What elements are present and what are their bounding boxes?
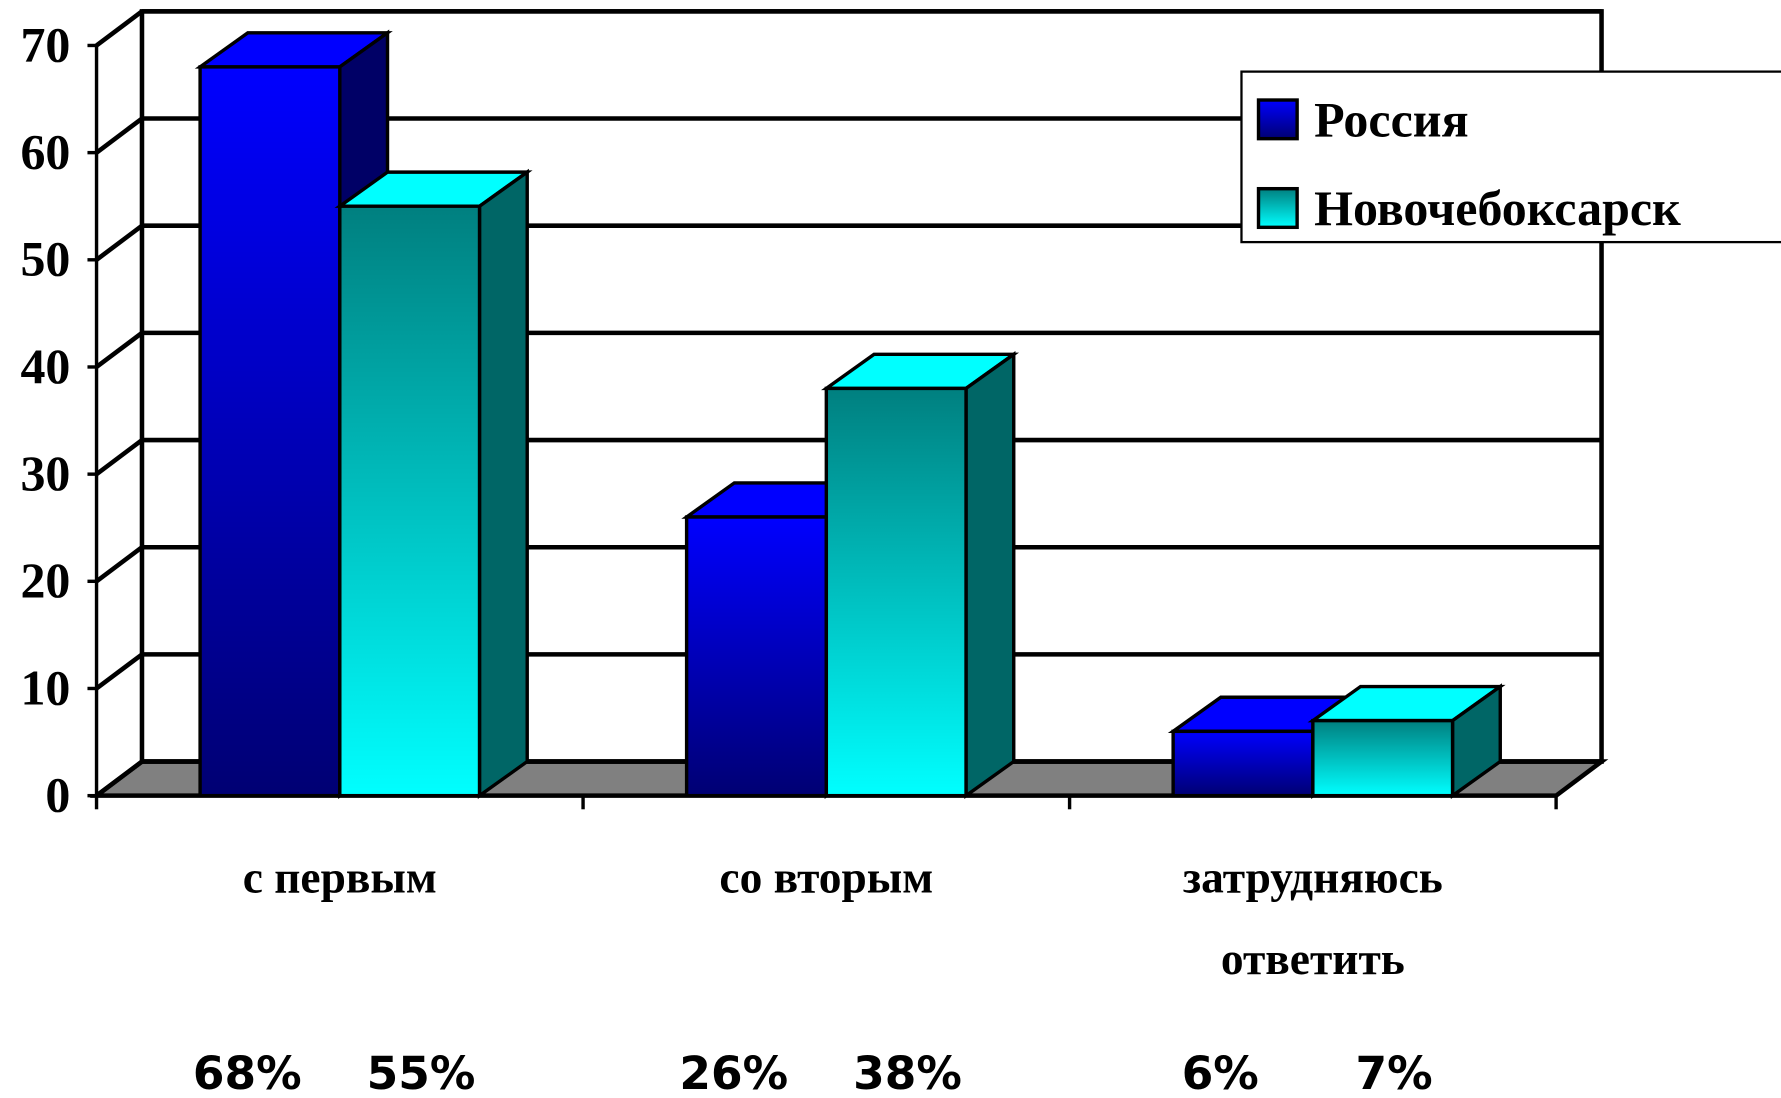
value-label: 55% bbox=[367, 1047, 476, 1098]
value-label: 26% bbox=[679, 1047, 788, 1098]
bar-shade bbox=[1311, 718, 1455, 798]
bar-shade bbox=[198, 65, 342, 798]
y-tick-label: 70 bbox=[20, 16, 70, 72]
y-tick-label: 40 bbox=[20, 338, 70, 394]
y-tick-label: 30 bbox=[20, 445, 70, 501]
bar-side-shade bbox=[966, 354, 1014, 796]
x-label-box: с первым bbox=[242, 851, 437, 903]
bar-side-shade bbox=[1452, 686, 1501, 796]
legend-label: Россия bbox=[1314, 91, 1468, 147]
grid-line-side bbox=[95, 652, 144, 691]
grid-line-side bbox=[95, 438, 144, 476]
bar-side-shade bbox=[479, 172, 528, 796]
y-tick-label: 60 bbox=[20, 124, 70, 180]
grid-line-side bbox=[95, 9, 144, 48]
grid-line-side bbox=[95, 116, 144, 155]
legend-label: Новочебоксарск bbox=[1314, 180, 1681, 236]
x-label-box: затрудняюсь ответить bbox=[1182, 851, 1443, 985]
x-tick-label: со вторым bbox=[719, 851, 934, 903]
grid-line-side bbox=[95, 223, 144, 262]
legend-swatch-shade bbox=[1258, 100, 1298, 139]
grid-line-side bbox=[95, 759, 144, 798]
y-tick-label: 20 bbox=[20, 552, 70, 608]
bar-shade bbox=[338, 204, 482, 798]
value-label: 38% bbox=[853, 1047, 962, 1098]
x-tick-label: с первым bbox=[242, 851, 437, 903]
grid-line-side bbox=[95, 545, 144, 584]
value-label: 7% bbox=[1355, 1047, 1432, 1098]
y-tick-label: 0 bbox=[45, 767, 70, 823]
value-label: 6% bbox=[1182, 1047, 1259, 1098]
y-tick-label: 10 bbox=[20, 659, 70, 715]
y-tick-label: 50 bbox=[20, 231, 70, 287]
value-label: 68% bbox=[193, 1047, 302, 1098]
bar-shade bbox=[1171, 729, 1315, 798]
bar-shade bbox=[824, 386, 968, 798]
grid-line-side bbox=[95, 331, 144, 369]
x-tick-label: затрудняюсь ответить bbox=[1182, 851, 1443, 985]
legend bbox=[1240, 70, 1781, 244]
x-label-box: со вторым bbox=[719, 851, 934, 903]
bar-shade bbox=[684, 515, 829, 798]
legend-swatch-shade bbox=[1258, 188, 1298, 228]
